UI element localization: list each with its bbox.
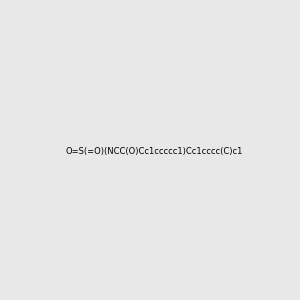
Text: O=S(=O)(NCC(O)Cc1ccccc1)Cc1cccc(C)c1: O=S(=O)(NCC(O)Cc1ccccc1)Cc1cccc(C)c1	[65, 147, 242, 156]
